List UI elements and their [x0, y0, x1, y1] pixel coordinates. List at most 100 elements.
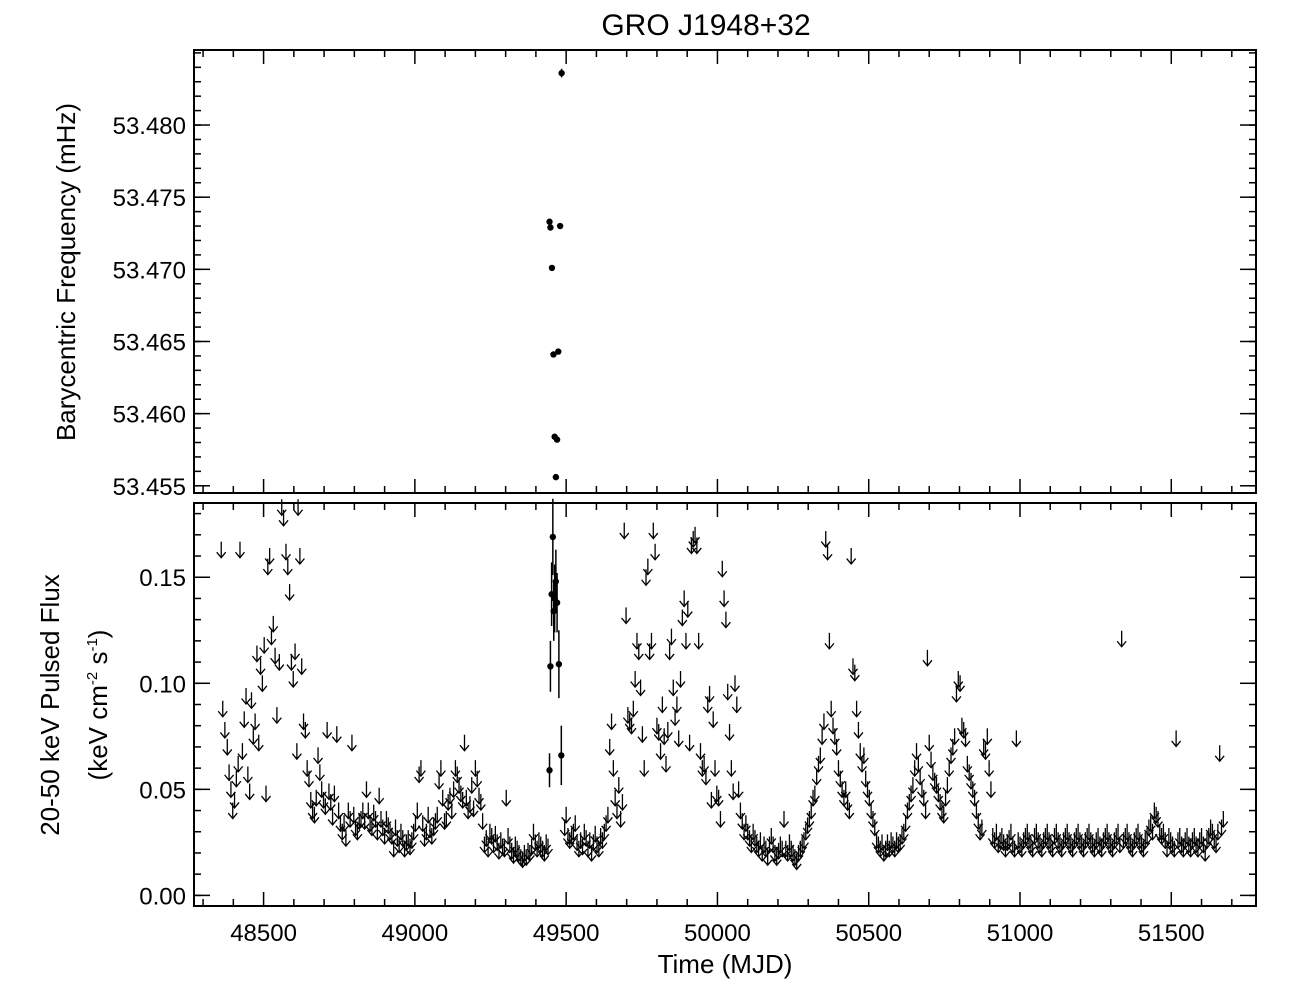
upper-limit-arrow — [822, 543, 833, 561]
upper-limit-arrow — [804, 811, 815, 829]
upper-limit-arrow — [766, 828, 777, 846]
upper-limit-arrow — [1093, 828, 1104, 846]
upper-limit-arrow — [818, 713, 829, 731]
y-tick-label: 0.05 — [139, 777, 186, 804]
upper-limit-arrow — [953, 671, 964, 689]
upper-limit-arrow — [1182, 828, 1193, 846]
upper-limit-arrow — [270, 647, 281, 665]
upper-limit-arrow — [468, 800, 479, 818]
upper-limit-arrow — [630, 671, 641, 689]
upper-limit-arrow — [439, 813, 450, 831]
upper-limit-arrow — [1151, 806, 1162, 824]
x-tick-label: 51000 — [987, 920, 1054, 947]
upper-limit-arrow — [708, 711, 719, 729]
upper-limit-arrow — [639, 760, 650, 778]
upper-limit-arrow — [381, 811, 392, 829]
flux-ticks: 48500 49000 49500 50000 50500 51000 51500 0.00 0… — [139, 503, 1256, 947]
upper-limit-arrow — [951, 685, 962, 703]
upper-limit-arrow — [671, 696, 682, 714]
upper-limit-arrow — [942, 777, 953, 795]
upper-limit-arrow — [1051, 823, 1062, 841]
upper-limit-arrow — [234, 541, 245, 559]
upper-limit-arrow — [878, 844, 889, 863]
y-tick-label: 53.470 — [113, 257, 186, 284]
upper-limit-arrow — [922, 649, 933, 667]
upper-limit-arrow — [700, 768, 711, 786]
upper-limit-arrow — [244, 783, 255, 801]
upper-limit-arrow — [290, 643, 301, 661]
upper-limit-arrow — [257, 675, 268, 693]
upper-limit-arrow — [459, 734, 470, 752]
upper-limit-arrow — [660, 755, 672, 773]
upper-limit-arrow — [728, 783, 739, 801]
upper-limit-arrow — [388, 840, 399, 858]
upper-limit-arrow — [847, 658, 858, 676]
data-point — [546, 218, 553, 225]
upper-limit-arrow — [711, 785, 722, 803]
upper-limit-arrow — [898, 823, 909, 841]
upper-limit-arrow — [670, 709, 681, 727]
upper-limit-arrow — [248, 728, 259, 746]
upper-limit-arrow — [929, 772, 940, 790]
upper-limit-arrow — [490, 825, 501, 843]
upper-limit-arrow — [695, 743, 706, 761]
upper-limit-arrow — [276, 499, 287, 517]
upper-limit-arrow — [472, 770, 483, 788]
upper-limit-arrow — [840, 781, 851, 799]
upper-limit-arrow — [294, 548, 305, 566]
upper-limit-arrow — [844, 802, 855, 820]
upper-limit-arrow — [1116, 630, 1127, 648]
upper-limit-arrow — [1140, 832, 1151, 850]
upper-limit-arrow — [359, 813, 370, 831]
upper-limit-arrow — [1113, 823, 1124, 841]
upper-limit-arrow — [724, 724, 735, 742]
upper-limit-arrow — [423, 806, 434, 824]
upper-limit-arrow — [501, 789, 512, 807]
upper-limit-arrow — [748, 823, 759, 841]
upper-limit-arrow — [298, 713, 309, 731]
data-point — [548, 264, 556, 272]
upper-limit-arrow — [624, 713, 635, 731]
upper-limit-arrow — [680, 632, 691, 650]
upper-limit-arrow — [955, 675, 966, 693]
upper-limit-arrow — [483, 840, 494, 858]
upper-limit-arrow — [446, 802, 457, 820]
upper-limit-arrow — [857, 755, 868, 773]
upper-limit-arrow — [677, 609, 688, 627]
upper-limit-arrow — [668, 679, 679, 697]
upper-limit-arrow — [1002, 834, 1013, 852]
upper-limit-arrow — [599, 823, 610, 841]
upper-limit-arrow — [831, 738, 842, 756]
upper-limit-arrow — [1138, 840, 1149, 858]
upper-limit-arrow — [361, 781, 372, 799]
upper-limit-arrow — [477, 813, 488, 831]
upper-limit-arrow — [946, 747, 957, 765]
upper-limit-arrow — [949, 728, 960, 746]
upper-limit-arrow — [484, 823, 495, 841]
upper-limit-arrow — [278, 509, 289, 527]
upper-limit-arrow — [650, 543, 661, 561]
upper-limit-arrow — [1216, 819, 1227, 837]
upper-limit-arrow — [363, 802, 374, 820]
upper-limit-arrow — [435, 760, 446, 778]
upper-limit-arrow — [346, 734, 357, 752]
upper-limit-arrow — [851, 700, 862, 718]
upper-limit-arrow — [918, 789, 929, 807]
upper-limit-arrow — [791, 853, 802, 871]
y-tick-label: 53.465 — [113, 329, 186, 356]
upper-limit-arrow — [302, 760, 313, 778]
upper-limit-arrow — [975, 823, 986, 841]
x-tick-label: 50000 — [684, 920, 751, 947]
upper-limit-arrow — [980, 743, 991, 761]
upper-limit-arrow — [798, 832, 809, 850]
upper-limit-arrow — [1056, 840, 1067, 858]
frequency-panel: 53.455 53.460 53.465 53.470 53.475 53.480 Bar… — [51, 49, 1257, 501]
upper-limit-arrow — [1192, 840, 1203, 858]
upper-limit-arrow — [318, 791, 329, 809]
upper-limit-arrow — [570, 815, 581, 833]
upper-limit-arrow — [406, 832, 417, 850]
upper-limit-arrow — [452, 766, 463, 784]
upper-limit-arrow — [503, 828, 514, 846]
upper-limit-arrow — [693, 632, 704, 650]
upper-limit-arrow — [250, 713, 261, 731]
